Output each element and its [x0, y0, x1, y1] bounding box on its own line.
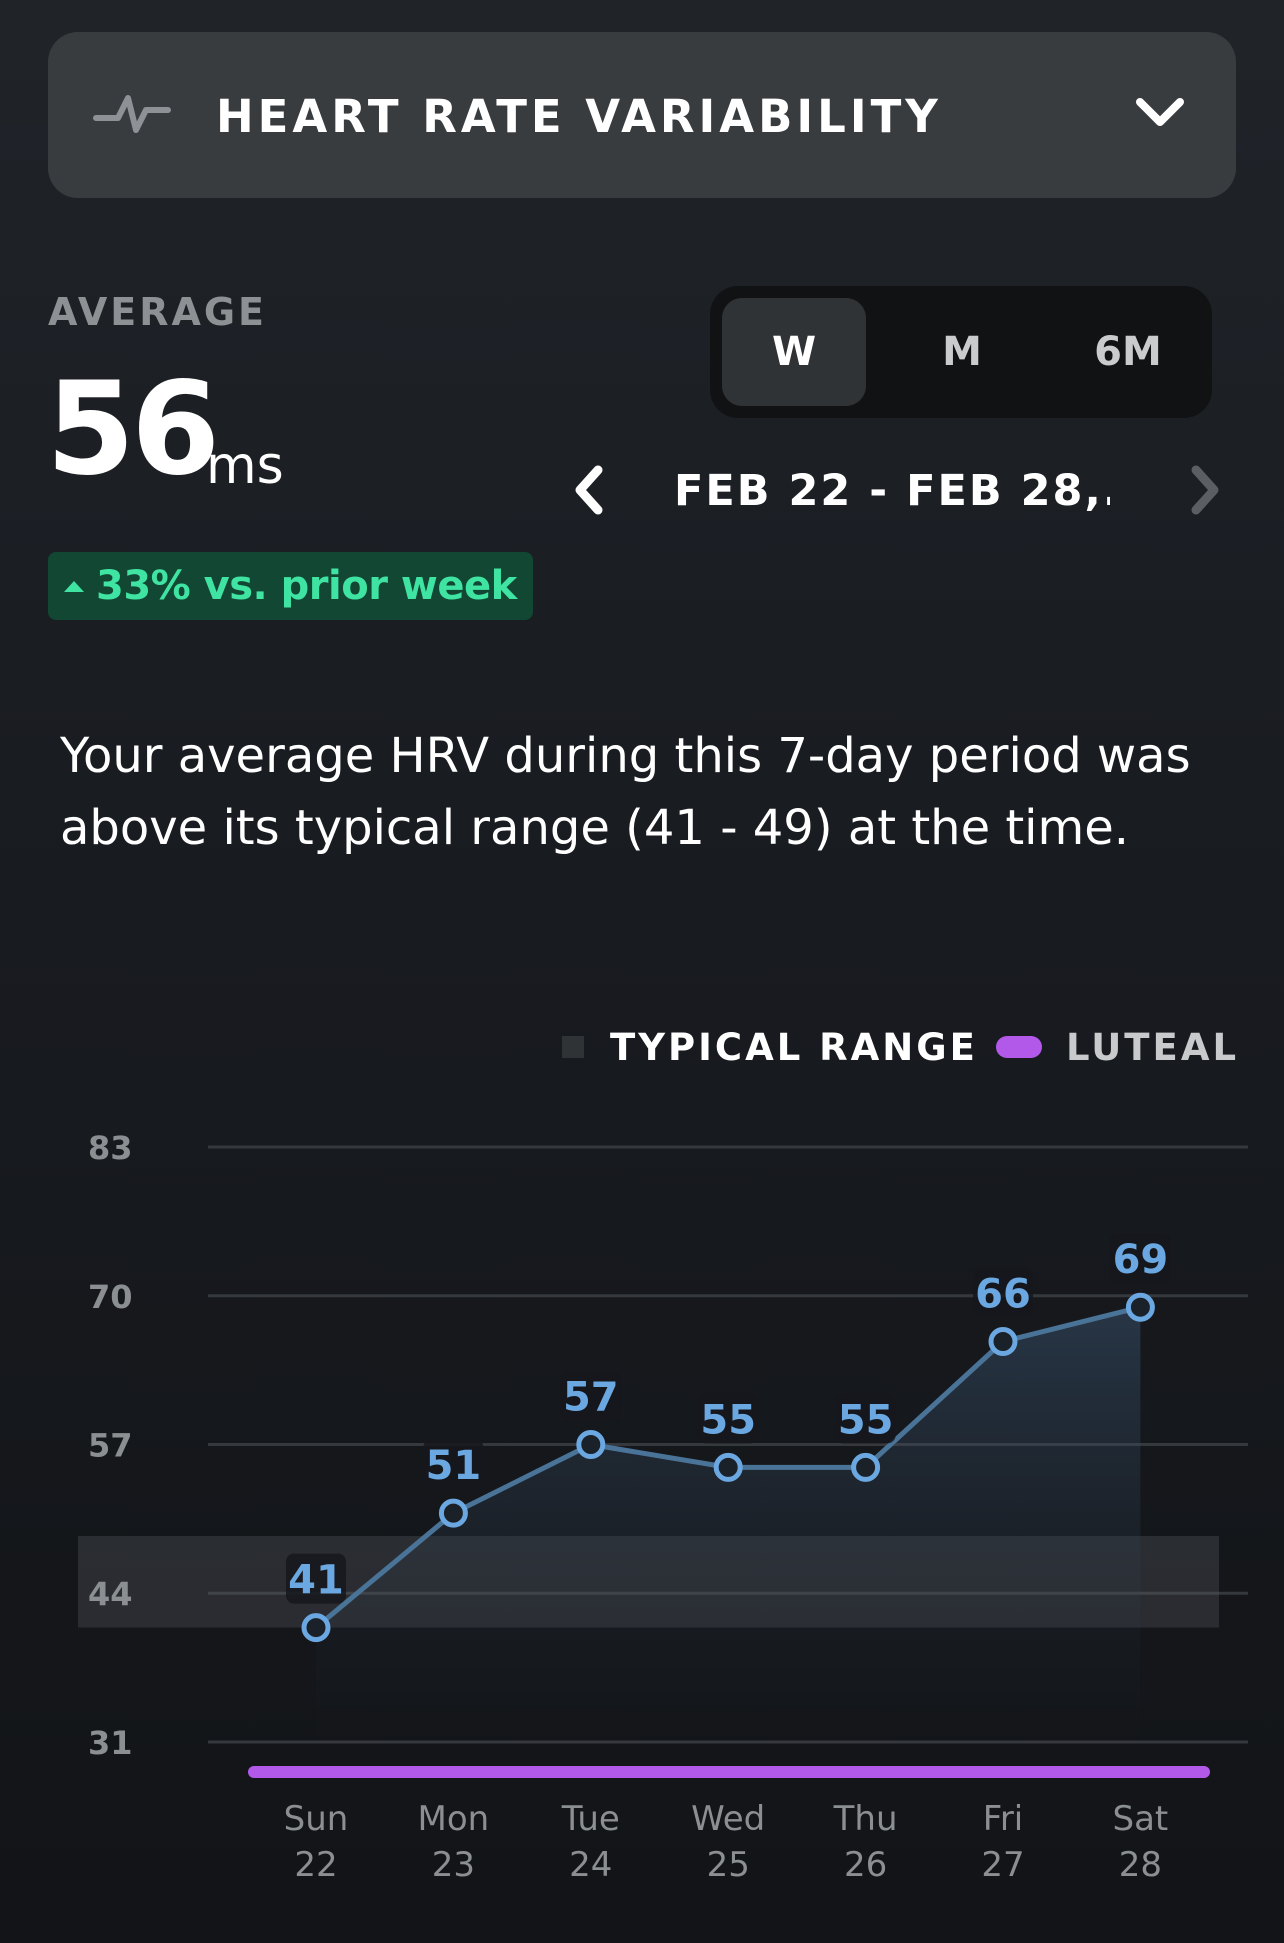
- data-label: 55: [700, 1397, 756, 1443]
- legend-luteal-swatch: [996, 1036, 1042, 1058]
- data-label: 55: [838, 1397, 894, 1443]
- chevron-down-icon[interactable]: [1132, 90, 1188, 138]
- average-value: 56: [46, 355, 220, 504]
- data-label-bg: [835, 1393, 896, 1444]
- triangle-up-icon: [64, 581, 84, 592]
- tab-week[interactable]: W: [722, 298, 866, 406]
- x-tick-day: Tue: [561, 1799, 620, 1839]
- date-range: FEB 22 - FEB 28,...: [674, 466, 1110, 516]
- x-tick-date: 28: [1119, 1845, 1162, 1885]
- x-tick-date: 24: [569, 1845, 612, 1885]
- x-tick-day: Mon: [418, 1799, 490, 1839]
- data-point: [988, 1327, 1018, 1357]
- period-toggle: W M 6M: [710, 286, 1212, 418]
- data-label-bg: [423, 1439, 484, 1490]
- change-badge: 33% vs. prior week: [48, 552, 533, 620]
- average-unit: ms: [206, 436, 284, 496]
- tab-six-months[interactable]: 6M: [1094, 329, 1162, 375]
- metric-selector[interactable]: [48, 32, 1236, 198]
- y-tick-label: 70: [88, 1278, 133, 1316]
- x-tick-day: Sun: [284, 1799, 349, 1839]
- data-label-bg: [286, 1553, 346, 1604]
- y-tick-label: 83: [88, 1129, 133, 1167]
- legend-typical-range-swatch: [562, 1036, 584, 1058]
- chevron-right-icon[interactable]: [1180, 462, 1228, 518]
- x-tick-day: Fri: [983, 1799, 1024, 1839]
- y-tick-label: 31: [88, 1724, 133, 1762]
- x-tick-date: 26: [844, 1845, 887, 1885]
- summary-description: Your average HRV during this 7-day perio…: [60, 728, 1191, 856]
- data-label-bg: [698, 1393, 759, 1444]
- x-tick-date: 23: [432, 1845, 475, 1885]
- data-label: 41: [288, 1558, 344, 1604]
- average-label: AVERAGE: [48, 290, 268, 334]
- tab-month[interactable]: M: [942, 329, 982, 375]
- pulse-icon: [93, 95, 171, 133]
- data-point: [713, 1452, 743, 1482]
- data-label-bg: [1110, 1233, 1171, 1284]
- data-label: 66: [975, 1272, 1031, 1318]
- y-tick-label: 57: [88, 1427, 133, 1465]
- y-tick-label: 44: [88, 1575, 133, 1613]
- data-point: [1125, 1292, 1155, 1322]
- x-tick-day: Sat: [1113, 1799, 1169, 1839]
- x-tick-date: 25: [707, 1845, 750, 1885]
- x-tick-day: Thu: [833, 1799, 898, 1839]
- data-label: 57: [563, 1375, 619, 1421]
- metric-title: HEART RATE VARIABILITY: [216, 90, 942, 143]
- data-label-bg: [560, 1370, 621, 1421]
- data-point: [576, 1430, 606, 1459]
- chevron-left-icon[interactable]: [566, 462, 614, 518]
- legend-luteal-label: LUTEAL: [1066, 1026, 1240, 1069]
- data-label-bg: [973, 1267, 1033, 1318]
- data-point: [301, 1613, 331, 1643]
- x-tick-date: 22: [294, 1845, 337, 1885]
- series-area: [316, 1307, 1141, 1742]
- legend-typical-range-label: TYPICAL RANGE: [610, 1026, 978, 1069]
- luteal-phase-bar: [248, 1766, 1210, 1778]
- data-label: 69: [1113, 1237, 1169, 1283]
- data-point: [851, 1452, 881, 1482]
- data-point: [438, 1498, 468, 1528]
- data-label: 51: [426, 1443, 482, 1489]
- change-text: 33% vs. prior week: [96, 563, 517, 609]
- x-tick-date: 27: [981, 1845, 1024, 1885]
- x-tick-day: Wed: [691, 1799, 765, 1839]
